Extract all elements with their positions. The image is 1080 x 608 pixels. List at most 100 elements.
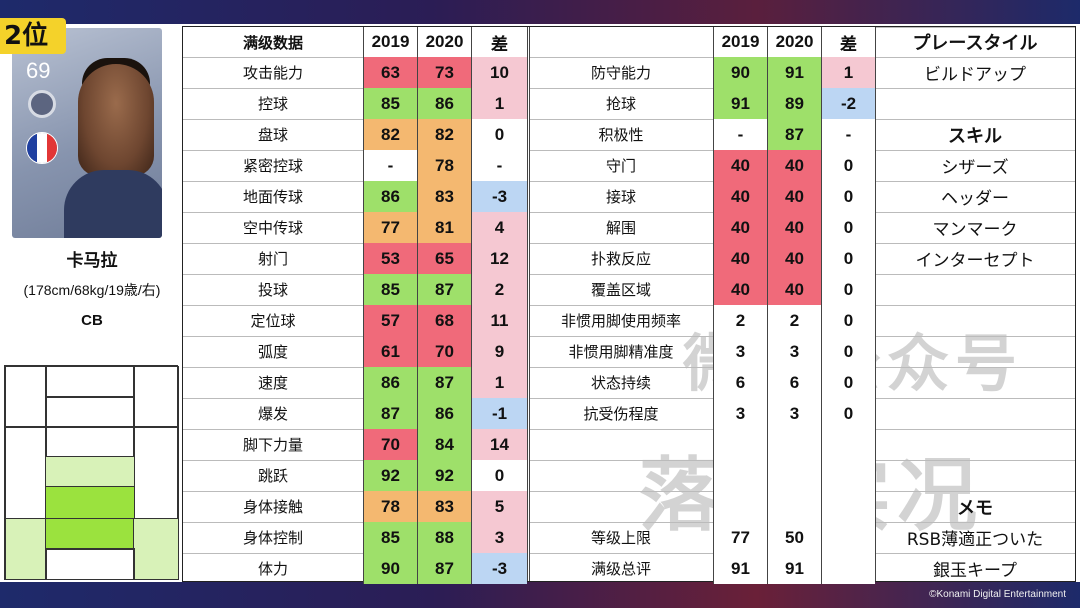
stat-diff: 0 [471, 460, 527, 491]
stat-value-2020: 78 [417, 150, 471, 181]
stats-comparison-table: 微信公众号 落玩实况 满级数据20192020差攻击能力637310控球8586… [182, 26, 1076, 584]
row-divider [183, 522, 527, 523]
row-divider [529, 522, 875, 523]
side-info-cell [875, 429, 1075, 460]
stat-label: 投球 [257, 281, 288, 299]
stat-label: 身体控制 [242, 529, 303, 547]
stat-value-2020: 3 [767, 336, 821, 367]
stat-label: 空中传球 [242, 219, 303, 237]
stat-diff: 0 [821, 367, 875, 398]
column-divider [713, 27, 714, 581]
column-header-diff: 差 [821, 27, 875, 57]
stat-value-2019: 40 [713, 212, 767, 243]
row-divider [529, 429, 875, 430]
row-divider [183, 212, 527, 213]
stat-label: 紧密控球 [242, 157, 303, 175]
row-divider [183, 398, 527, 399]
stat-label: 接球 [605, 188, 636, 206]
column-header-2020: 2020 [417, 27, 471, 57]
row-divider [183, 119, 527, 120]
side-info-cell: シザーズ [941, 158, 1009, 178]
row-divider [875, 27, 1075, 28]
stat-value-2019: 78 [363, 491, 417, 522]
stat-diff: 0 [821, 150, 875, 181]
stat-label: 扑救反应 [590, 250, 651, 268]
stat-diff: -1 [471, 398, 527, 429]
row-divider [529, 212, 875, 213]
side-info-cell: 銀玉キープ [933, 561, 1017, 581]
player-position: CB [81, 312, 103, 329]
stat-diff: 0 [471, 119, 527, 150]
stat-label: 身体接触 [242, 498, 303, 516]
stat-label: 盘球 [257, 126, 288, 144]
player-shirt [64, 170, 162, 238]
stat-value-2020: 84 [417, 429, 471, 460]
stat-value-2019: 90 [713, 57, 767, 88]
row-divider [875, 243, 1075, 244]
row-divider [529, 305, 875, 306]
side-info-cell [875, 367, 1075, 398]
row-divider [875, 398, 1075, 399]
stat-diff: 11 [471, 305, 527, 336]
side-info-cell: メモ [957, 497, 993, 519]
stat-label [529, 491, 713, 522]
stat-label: 非惯用脚使用频率 [560, 312, 681, 330]
stat-diff: -2 [821, 88, 875, 119]
column-header: 满级数据 [242, 33, 303, 52]
pitch-zone [5, 426, 47, 520]
row-divider [183, 429, 527, 430]
row-divider [183, 274, 527, 275]
pitch-zone [45, 548, 135, 580]
pitch-zone-low [45, 456, 135, 488]
pitch-zone [133, 366, 179, 428]
player-info: (178cm/68kg/19歳/右) [23, 282, 161, 298]
stat-value-2019: 87 [363, 398, 417, 429]
stat-value-2020 [767, 429, 821, 460]
stat-diff: 2 [471, 274, 527, 305]
stat-value-2020: 40 [767, 274, 821, 305]
row-divider [875, 212, 1075, 213]
stat-label: 解围 [605, 219, 636, 237]
row-divider [875, 336, 1075, 337]
stat-diff: 0 [821, 212, 875, 243]
pitch-zone-high [45, 486, 135, 520]
stat-diff: -3 [471, 181, 527, 212]
stat-value-2019: 40 [713, 243, 767, 274]
stat-diff: 0 [821, 181, 875, 212]
stat-value-2019: 53 [363, 243, 417, 274]
stat-label: 射门 [257, 250, 288, 268]
stat-diff: 1 [821, 57, 875, 88]
stat-value-2020: 81 [417, 212, 471, 243]
position-pitch-map [4, 365, 179, 580]
row-divider [529, 181, 875, 182]
stat-value-2019: 90 [363, 553, 417, 584]
row-divider [875, 57, 1075, 58]
stat-value-2019: 61 [363, 336, 417, 367]
stat-label [529, 429, 713, 460]
stat-label: 速度 [257, 374, 288, 392]
stat-diff: 0 [821, 305, 875, 336]
column-divider [529, 27, 530, 581]
stat-label: 等级上限 [590, 529, 651, 547]
stat-value-2019: 6 [713, 367, 767, 398]
stat-value-2020 [767, 460, 821, 491]
stat-value-2019: 63 [363, 57, 417, 88]
stat-diff: 14 [471, 429, 527, 460]
stat-value-2019: 2 [713, 305, 767, 336]
row-divider [183, 88, 527, 89]
side-info-cell [875, 460, 1075, 491]
stat-label: 脚下力量 [242, 436, 303, 454]
column-header-diff: 差 [471, 27, 527, 57]
stat-value-2019: 40 [713, 274, 767, 305]
stat-value-2019 [713, 460, 767, 491]
stat-label: 体力 [257, 560, 288, 578]
side-info-cell: インターセプト [915, 251, 1035, 271]
stat-label: 积极性 [598, 126, 644, 144]
row-divider [875, 88, 1075, 89]
row-divider [529, 460, 875, 461]
pitch-zone [45, 396, 135, 428]
row-divider [183, 367, 527, 368]
side-info-cell [875, 305, 1075, 336]
pitch-zone-high [45, 518, 135, 550]
row-divider [875, 460, 1075, 461]
